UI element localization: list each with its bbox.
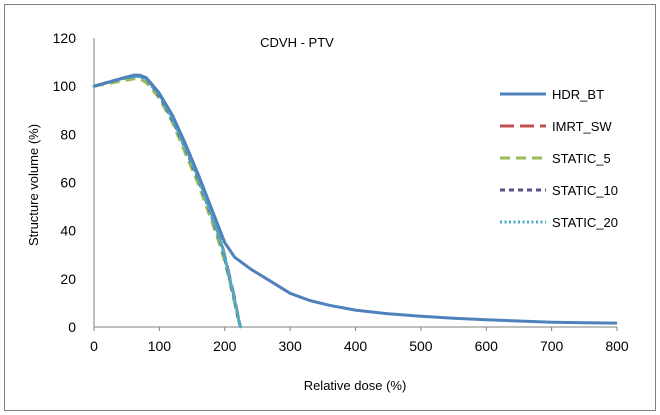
- chart-frame: [4, 4, 656, 411]
- x-tick-label: 500: [409, 338, 433, 354]
- y-axis-label: Structure volume (%): [26, 124, 41, 246]
- legend-label: STATIC_20: [552, 215, 618, 230]
- y-tick-label: 100: [53, 78, 77, 94]
- legend-label: IMRT_SW: [552, 119, 612, 134]
- legend-label: STATIC_10: [552, 183, 618, 198]
- x-tick-label: 300: [278, 338, 302, 354]
- y-tick-label: 40: [60, 223, 76, 239]
- x-tick-label: 0: [90, 338, 98, 354]
- y-tick-label: 80: [60, 126, 76, 142]
- series-line-static-10: [93, 75, 242, 328]
- x-tick-label: 800: [605, 338, 629, 354]
- y-tick-label: 120: [53, 30, 77, 46]
- series-line-static-5: [93, 77, 242, 328]
- chart-title: CDVH - PTV: [260, 35, 334, 50]
- x-tick-label: 200: [213, 338, 237, 354]
- series-lines: [92, 73, 618, 329]
- x-tick-label: 700: [540, 338, 564, 354]
- x-tick-label: 400: [344, 338, 368, 354]
- x-tick-label: 100: [148, 338, 172, 354]
- chart-axes: [93, 38, 617, 328]
- chart-legend: HDR_BT IMRT_SW STATIC_5 STATIC_10 STATIC_20: [500, 87, 618, 230]
- y-tick-label: 60: [60, 175, 76, 191]
- x-axis-ticks: 0 100 200 300 400 500 600 700 800: [90, 327, 629, 354]
- series-line-static-20: [92, 75, 242, 329]
- legend-label: HDR_BT: [552, 87, 604, 102]
- y-axis-ticks: 0 20 40 60 80 100 120: [53, 30, 77, 335]
- legend-label: STATIC_5: [552, 151, 611, 166]
- y-tick-label: 0: [68, 319, 76, 335]
- y-tick-label: 20: [60, 271, 76, 287]
- x-axis-label: Relative dose (%): [304, 378, 407, 393]
- series-line-hdr-bt: [93, 73, 618, 325]
- x-tick-label: 600: [475, 338, 499, 354]
